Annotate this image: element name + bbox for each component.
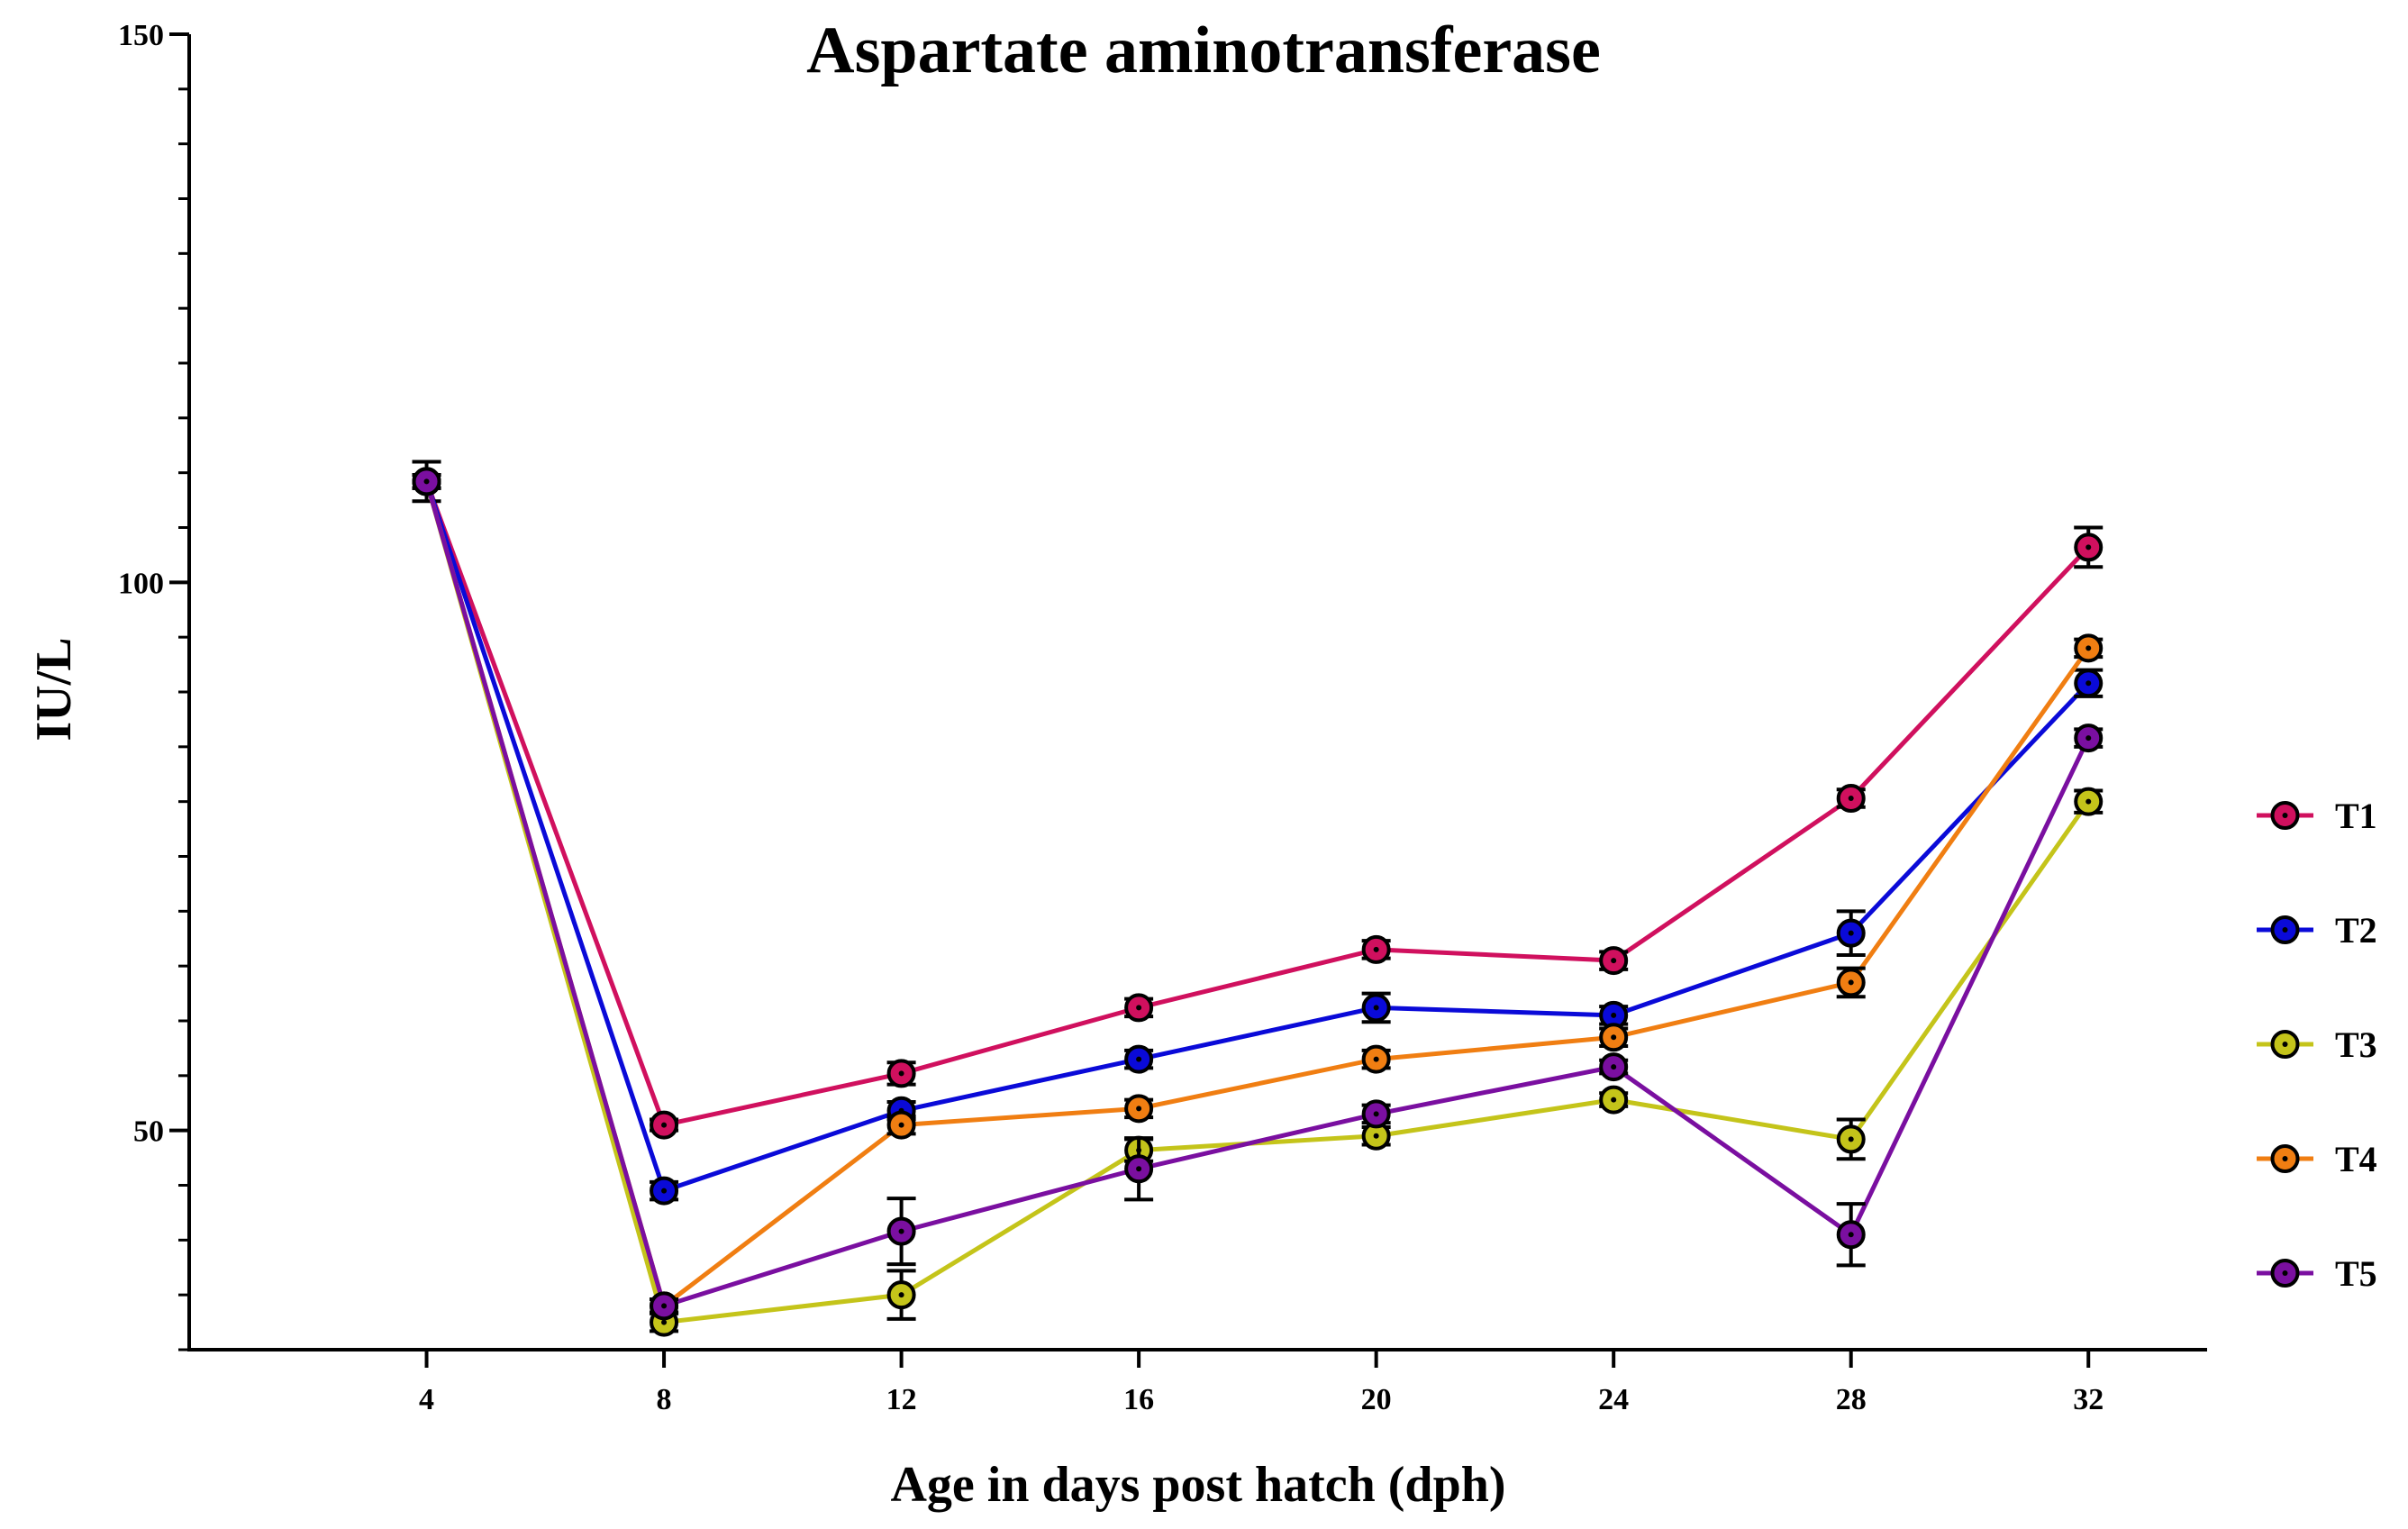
legend: T1 T2 T3 T4 T5: [2257, 796, 2377, 1294]
legend-label: T5: [2335, 1253, 2377, 1294]
data-point-center: [1136, 1005, 1142, 1011]
legend-marker-center: [2282, 927, 2288, 933]
x-tick-label: 24: [1598, 1383, 1629, 1416]
data-point-center: [898, 1122, 904, 1128]
data-point-center: [1611, 1064, 1617, 1070]
legend-item-t2: T2: [2257, 910, 2377, 951]
data-point-center: [2085, 735, 2092, 742]
data-point-center: [898, 1228, 904, 1234]
y-tick-label: 100: [118, 567, 164, 600]
y-tick-label: 50: [133, 1115, 164, 1149]
data-point-center: [1611, 958, 1617, 964]
data-point-center: [1373, 1133, 1379, 1139]
y-tick-label: 150: [118, 19, 164, 52]
x-tick-label: 20: [1361, 1383, 1392, 1416]
data-point-center: [661, 1122, 668, 1128]
series-line: [424, 480, 2091, 1194]
data-point-center: [1848, 796, 1854, 802]
data-point-center: [898, 1070, 904, 1077]
data-point-center: [661, 1188, 668, 1194]
series-line: [424, 480, 2091, 1308]
legend-marker-center: [2282, 1270, 2288, 1276]
legend-label: T2: [2335, 910, 2377, 951]
x-tick-label: 12: [886, 1383, 917, 1416]
legend-marker-center: [2282, 1042, 2288, 1047]
x-tick-label: 16: [1123, 1383, 1154, 1416]
legend-item-t5: T5: [2257, 1253, 2377, 1294]
data-point-center: [1373, 1111, 1379, 1117]
series-line: [424, 480, 2091, 1308]
data-point-center: [1136, 1056, 1142, 1062]
data-point-center: [2085, 680, 2092, 687]
data-point-center: [1848, 979, 1854, 986]
chart-title: Aspartate aminotransferase: [806, 14, 1601, 87]
data-point-center: [1373, 1056, 1379, 1062]
data-point-center: [1611, 1097, 1617, 1103]
x-tick-label: 32: [2073, 1383, 2104, 1416]
x-tick-label: 4: [419, 1383, 434, 1416]
legend-label: T3: [2335, 1024, 2377, 1065]
x-tick-label: 8: [657, 1383, 672, 1416]
series-t1: [412, 460, 2104, 1140]
data-point-center: [1848, 1136, 1854, 1142]
data-point-center: [1373, 1005, 1379, 1011]
data-point-center: [2085, 544, 2092, 551]
x-tick-label: 28: [1836, 1383, 1867, 1416]
legend-item-t4: T4: [2257, 1139, 2377, 1179]
series-t5: [412, 467, 2104, 1321]
legend-marker-center: [2282, 1156, 2288, 1161]
data-point-center: [2085, 798, 2092, 805]
legend-item-t1: T1: [2257, 796, 2377, 836]
x-axis-label: Age in days post hatch (dph): [890, 1457, 1505, 1513]
data-point-center: [1848, 1232, 1854, 1238]
data-point-center: [661, 1303, 668, 1309]
series-line: [424, 480, 2091, 1128]
axes: 50 100 150 4 8 12 16 20 24 28 32: [118, 19, 2207, 1416]
legend-item-t3: T3: [2257, 1024, 2377, 1065]
data-point-center: [1136, 1106, 1142, 1112]
legend-label: T1: [2335, 796, 2377, 836]
data-point-center: [1611, 1034, 1617, 1041]
series-layer: [412, 460, 2104, 1337]
series-t2: [412, 467, 2104, 1206]
data-point-center: [898, 1292, 904, 1298]
legend-label: T4: [2335, 1139, 2377, 1179]
data-point-center: [1611, 1012, 1617, 1018]
data-point-center: [1373, 946, 1379, 952]
data-point-center: [2085, 645, 2092, 651]
data-point-center: [661, 1319, 668, 1325]
data-point-center: [1136, 1166, 1142, 1172]
data-point-center: [423, 478, 430, 485]
data-point-center: [1848, 930, 1854, 936]
y-axis-label: IU/L: [26, 637, 82, 741]
legend-marker-center: [2282, 813, 2288, 818]
